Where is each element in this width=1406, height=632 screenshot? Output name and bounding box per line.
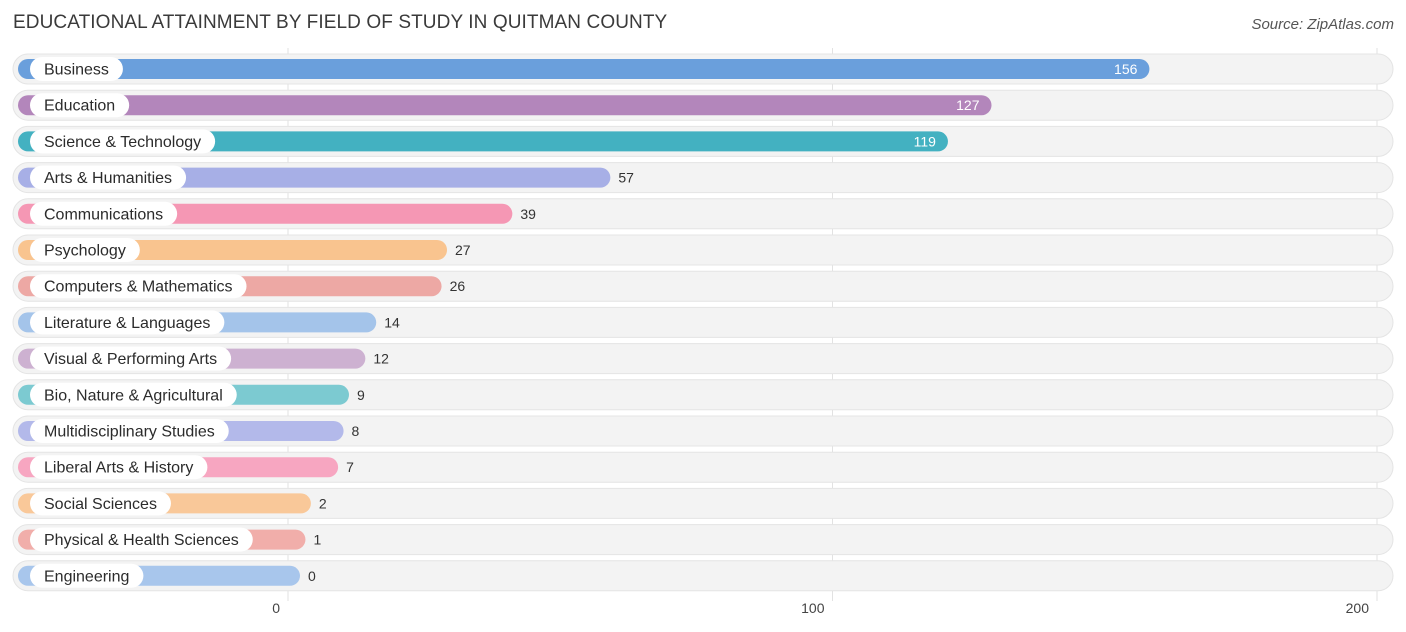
value-label: 9 bbox=[357, 387, 365, 403]
category-label-bg bbox=[30, 491, 171, 516]
category-label: Business bbox=[44, 62, 109, 79]
bar-track bbox=[12, 415, 1394, 447]
category-label: Literature & Languages bbox=[44, 315, 210, 332]
category-label: Bio, Nature & Agricultural bbox=[44, 387, 223, 404]
bar-row: Physical & Health Sciences 1 bbox=[12, 524, 1394, 556]
bar bbox=[18, 95, 992, 116]
category-label: Multidisciplinary Studies bbox=[44, 424, 215, 441]
value-label: 27 bbox=[455, 242, 471, 258]
bar-row: Liberal Arts & History 7 bbox=[12, 451, 1394, 483]
x-tick-label: 100 bbox=[801, 600, 825, 616]
bar-row: Bio, Nature & Agricultural 9 bbox=[12, 379, 1394, 411]
value-label: 14 bbox=[384, 314, 400, 330]
category-label-bg bbox=[30, 238, 140, 262]
category-label: Physical & Health Sciences bbox=[44, 532, 239, 549]
category-label: Social Sciences bbox=[44, 496, 157, 513]
bar-row: Computers & Mathematics 26 bbox=[12, 270, 1394, 302]
bar-track bbox=[12, 451, 1394, 483]
x-tick-label: 200 bbox=[1346, 600, 1370, 616]
bar-row: Arts & Humanities 57 bbox=[12, 162, 1394, 194]
chart-title: EDUCATIONAL ATTAINMENT BY FIELD OF STUDY… bbox=[13, 12, 668, 33]
bar-track bbox=[12, 560, 1394, 592]
category-label-bg bbox=[30, 274, 247, 299]
value-label: 2 bbox=[319, 495, 327, 511]
source-credit: Source: ZipAtlas.com bbox=[1251, 16, 1394, 33]
value-label: 7 bbox=[346, 459, 354, 475]
bar-track bbox=[12, 487, 1394, 519]
value-label: 156 bbox=[1114, 61, 1138, 77]
bar-row: Multidisciplinary Studies 8 bbox=[12, 415, 1394, 447]
category-label-bg bbox=[30, 57, 123, 81]
value-label: 119 bbox=[914, 133, 937, 149]
value-label: 8 bbox=[352, 423, 360, 439]
x-axis: 0 100 200 bbox=[272, 600, 1369, 616]
value-label: 26 bbox=[450, 278, 466, 294]
bar-track bbox=[12, 524, 1394, 556]
category-label: Psychology bbox=[44, 243, 126, 260]
value-label: 12 bbox=[373, 351, 389, 367]
bar-row: Psychology 27 bbox=[12, 234, 1394, 266]
bar-row: Business 156 bbox=[12, 53, 1394, 85]
category-label: Liberal Arts & History bbox=[44, 460, 193, 477]
category-label-bg bbox=[30, 346, 232, 371]
category-label-bg bbox=[30, 310, 225, 335]
category-label-bg bbox=[30, 455, 208, 480]
value-label: 0 bbox=[308, 568, 316, 584]
category-label: Visual & Performing Arts bbox=[44, 351, 217, 368]
category-label-bg bbox=[30, 527, 253, 552]
category-label-bg bbox=[30, 129, 216, 154]
bar-row: Communications 39 bbox=[12, 198, 1394, 230]
bar-row: Literature & Languages 14 bbox=[12, 306, 1394, 338]
category-label: Arts & Humanities bbox=[44, 170, 172, 187]
x-tick-label: 0 bbox=[272, 600, 280, 616]
category-label-bg bbox=[30, 563, 144, 588]
category-label-bg bbox=[30, 93, 130, 118]
value-label: 57 bbox=[618, 170, 634, 186]
category-label: Communications bbox=[44, 206, 163, 223]
bar-row: Science & Technology 119 bbox=[12, 125, 1394, 157]
bar-row: Education 127 bbox=[12, 89, 1394, 121]
value-label: 39 bbox=[520, 206, 536, 222]
category-label-bg bbox=[30, 165, 187, 190]
category-label-bg bbox=[30, 201, 178, 226]
bar-row: Visual & Performing Arts 12 bbox=[12, 343, 1394, 375]
bar bbox=[18, 59, 1150, 79]
value-label: 1 bbox=[313, 532, 321, 548]
bar-row: Social Sciences 2 bbox=[12, 487, 1394, 519]
category-label: Engineering bbox=[44, 568, 129, 585]
category-label: Computers & Mathematics bbox=[44, 279, 233, 296]
value-label: 127 bbox=[956, 97, 980, 113]
bar-row: Engineering 0 bbox=[12, 560, 1394, 592]
bar-track bbox=[12, 379, 1394, 411]
bar bbox=[18, 131, 948, 152]
category-label: Education bbox=[44, 98, 115, 115]
category-label-bg bbox=[30, 382, 237, 407]
category-label-bg bbox=[30, 419, 229, 443]
category-label: Science & Technology bbox=[44, 134, 201, 151]
